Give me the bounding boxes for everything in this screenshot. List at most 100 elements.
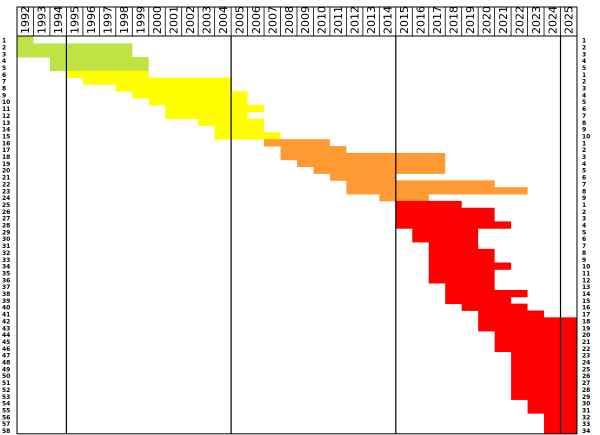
row-label-right: 9 bbox=[582, 257, 586, 264]
row-label-right: 7 bbox=[582, 181, 586, 188]
row-label-right: 4 bbox=[582, 161, 586, 168]
row-label-right: 7 bbox=[582, 243, 586, 250]
row-label-right: 2 bbox=[582, 79, 586, 86]
bar-row-10 bbox=[148, 98, 248, 106]
row-label-left: 12 bbox=[2, 113, 10, 120]
row-label-right: 4 bbox=[582, 92, 586, 99]
row-label-right: 9 bbox=[582, 195, 586, 202]
row-label-left: 51 bbox=[2, 380, 10, 387]
left-row-labels: 1234567891011121314151617181920212223242… bbox=[2, 38, 10, 435]
bar-row-50 bbox=[511, 372, 577, 380]
row-label-left: 56 bbox=[2, 414, 10, 421]
row-label-right: 29 bbox=[582, 394, 590, 401]
year-label-1992: 1992 bbox=[19, 6, 32, 34]
bars-layer bbox=[17, 36, 577, 435]
row-label-left: 23 bbox=[2, 188, 10, 195]
year-label-2009: 2009 bbox=[299, 6, 312, 34]
year-label-1999: 1999 bbox=[135, 6, 148, 34]
bar-row-29 bbox=[412, 228, 479, 236]
row-label-right: 5 bbox=[582, 229, 586, 236]
row-label-left: 14 bbox=[2, 127, 10, 134]
row-label-left: 32 bbox=[2, 250, 10, 257]
bar-row-49 bbox=[511, 365, 577, 373]
row-label-right: 8 bbox=[582, 120, 586, 127]
row-label-left: 43 bbox=[2, 325, 10, 332]
row-label-right: 30 bbox=[582, 401, 590, 408]
row-label-right: 11 bbox=[582, 270, 590, 277]
row-label-left: 38 bbox=[2, 291, 10, 298]
row-label-left: 10 bbox=[2, 99, 10, 106]
row-label-right: 32 bbox=[582, 414, 590, 421]
bar-row-21 bbox=[329, 173, 396, 181]
row-label-right: 14 bbox=[582, 291, 590, 298]
bar-row-55 bbox=[527, 406, 577, 414]
bar-row-52 bbox=[511, 385, 577, 394]
row-label-right: 2 bbox=[582, 44, 586, 51]
bar-row-27 bbox=[395, 214, 495, 222]
year-label-2016: 2016 bbox=[415, 6, 428, 34]
row-label-left: 3 bbox=[2, 51, 6, 58]
row-label-right: 17 bbox=[582, 312, 590, 319]
bar-row-16 bbox=[264, 139, 330, 147]
bar-row-11 bbox=[165, 105, 265, 113]
row-label-right: 5 bbox=[582, 168, 586, 175]
year-label-2008: 2008 bbox=[283, 6, 296, 34]
year-label-2023: 2023 bbox=[530, 6, 543, 34]
row-label-left: 52 bbox=[2, 387, 10, 394]
row-label-left: 28 bbox=[2, 223, 10, 230]
bar-row-41 bbox=[478, 310, 545, 318]
row-label-right: 1 bbox=[582, 202, 586, 209]
year-label-1996: 1996 bbox=[85, 6, 98, 34]
row-label-right: 2 bbox=[582, 147, 586, 154]
bar-row-7 bbox=[82, 77, 232, 85]
bar-row-54 bbox=[527, 399, 577, 407]
year-label-2005: 2005 bbox=[233, 6, 246, 34]
bar-row-32 bbox=[428, 248, 495, 257]
bar-row-15 bbox=[214, 132, 281, 140]
bar-row-37 bbox=[445, 283, 495, 291]
year-label-2006: 2006 bbox=[250, 6, 263, 34]
row-label-right: 23 bbox=[582, 353, 590, 360]
bar-row-38 bbox=[445, 289, 528, 298]
row-label-right: 1 bbox=[582, 72, 586, 79]
row-label-right: 34 bbox=[582, 428, 590, 435]
row-label-right: 19 bbox=[582, 325, 590, 332]
bar-row-47 bbox=[511, 351, 577, 359]
row-label-right: 5 bbox=[582, 99, 586, 106]
row-label-left: 54 bbox=[2, 401, 10, 408]
year-label-2004: 2004 bbox=[217, 6, 230, 34]
bar-row-26 bbox=[395, 207, 495, 215]
row-label-right: 1 bbox=[582, 38, 586, 45]
bar-row-34 bbox=[428, 262, 512, 270]
row-label-left: 8 bbox=[2, 86, 6, 93]
row-label-left: 50 bbox=[2, 373, 10, 380]
row-label-right: 3 bbox=[582, 51, 586, 58]
row-label-left: 53 bbox=[2, 394, 10, 401]
row-label-left: 26 bbox=[2, 209, 10, 216]
row-label-left: 57 bbox=[2, 421, 10, 428]
row-label-right: 1 bbox=[582, 140, 586, 147]
row-label-left: 1 bbox=[2, 38, 6, 45]
bar-row-6 bbox=[66, 70, 149, 78]
row-label-right: 26 bbox=[582, 373, 590, 380]
row-label-left: 9 bbox=[2, 92, 6, 99]
row-label-right: 33 bbox=[582, 421, 590, 428]
row-label-left: 4 bbox=[2, 58, 6, 65]
row-label-left: 45 bbox=[2, 339, 10, 346]
row-label-left: 18 bbox=[2, 154, 10, 161]
bar-row-14 bbox=[214, 125, 265, 133]
year-label-1995: 1995 bbox=[69, 6, 82, 34]
bar-row-43 bbox=[478, 324, 577, 332]
bar-row-24 bbox=[379, 194, 429, 202]
row-label-left: 47 bbox=[2, 353, 10, 360]
bar-row-48 bbox=[511, 358, 577, 366]
row-label-left: 48 bbox=[2, 360, 10, 367]
bar-row-4 bbox=[49, 57, 149, 65]
row-label-right: 25 bbox=[582, 366, 590, 373]
row-label-left: 21 bbox=[2, 175, 10, 182]
bar-row-33 bbox=[428, 255, 495, 263]
row-label-right: 10 bbox=[582, 133, 590, 140]
row-label-right: 8 bbox=[582, 188, 586, 195]
row-label-right: 4 bbox=[582, 58, 586, 65]
year-label-2014: 2014 bbox=[382, 6, 395, 34]
